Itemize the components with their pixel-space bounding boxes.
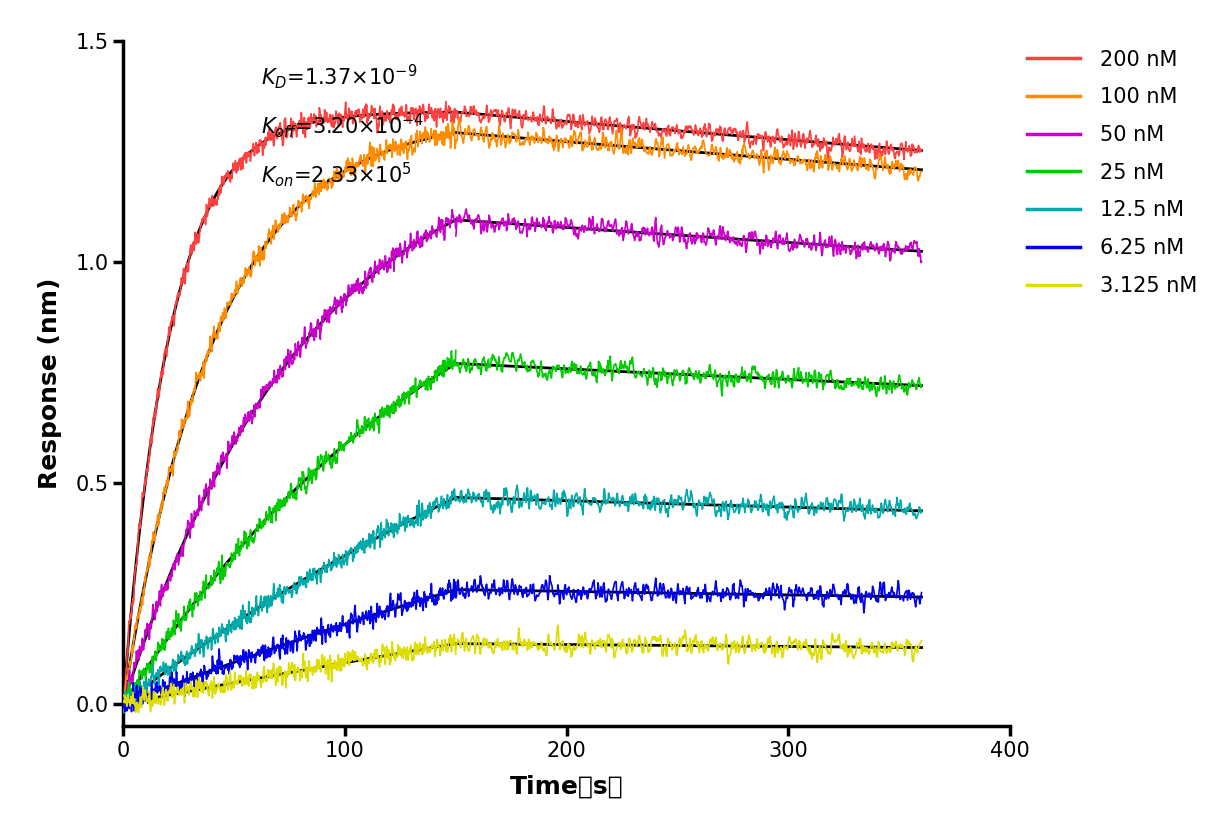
200 nM [439,97,453,106]
25 nM [116,706,131,716]
6.25 nM [382,610,397,620]
100 nM [344,170,359,180]
25 nM [344,431,359,441]
6.25 nM [262,652,277,662]
200 nM [376,107,391,117]
3.125 nM [116,696,131,706]
12.5 nM [382,529,397,539]
Text: $K_D$=1.37×10$^{-9}$
$K_{off}$=3.20×10$^{-4}$
$K_{on}$=2.33×10$^{5}$: $K_D$=1.37×10$^{-9}$ $K_{off}$=3.20×10$^… [261,62,424,189]
12.5 nM [262,599,277,609]
3.125 nM [382,647,397,657]
12.5 nM [117,708,132,718]
25 nM [381,401,395,411]
3.125 nM [345,652,360,662]
100 nM [376,147,391,157]
Line: 25 nM: 25 nM [123,351,456,711]
12.5 nM [447,484,462,494]
50 nM [448,224,463,233]
12.5 nM [345,544,360,554]
25 nM [150,651,165,661]
3.125 nM [376,644,391,654]
50 nM [445,205,460,214]
Line: 12.5 nM: 12.5 nM [123,489,456,713]
3.125 nM [448,649,463,659]
100 nM [381,143,395,153]
Legend: 200 nM, 100 nM, 50 nM, 25 nM, 12.5 nM, 6.25 nM, 3.125 nM: 200 nM, 100 nM, 50 nM, 25 nM, 12.5 nM, 6… [1019,41,1206,304]
50 nM [117,700,132,710]
100 nM [150,517,165,527]
50 nM [376,257,391,266]
Line: 6.25 nM: 6.25 nM [123,579,456,712]
50 nM [116,700,131,710]
100 nM [448,135,463,145]
50 nM [345,285,360,295]
50 nM [150,604,165,614]
6.25 nM [150,688,165,698]
25 nM [262,506,277,516]
50 nM [262,376,277,386]
6.25 nM [250,644,265,654]
6.25 nM [345,611,360,621]
200 nM [250,142,265,152]
12.5 nM [150,667,165,677]
200 nM [262,130,277,140]
6.25 nM [446,574,461,584]
50 nM [382,258,397,268]
6.25 nM [448,578,463,587]
6.25 nM [376,606,391,616]
Line: 50 nM: 50 nM [123,210,456,705]
200 nM [150,391,165,401]
12.5 nM [376,527,391,537]
Line: 3.125 nM: 3.125 nM [123,634,456,713]
12.5 nM [448,493,463,502]
6.25 nM [117,707,132,717]
100 nM [116,703,131,713]
3.125 nM [262,669,277,679]
100 nM [250,257,265,266]
200 nM [344,106,359,116]
100 nM [262,229,277,239]
Y-axis label: Response (nm): Response (nm) [38,278,62,489]
12.5 nM [116,701,131,711]
50 nM [250,401,265,411]
200 nM [116,702,131,712]
200 nM [448,112,463,122]
25 nM [448,346,463,356]
X-axis label: Time（s）: Time（s） [510,775,623,799]
3.125 nM [447,629,462,639]
25 nM [250,523,265,533]
6.25 nM [116,693,131,703]
Line: 100 nM: 100 nM [123,122,456,708]
12.5 nM [250,608,265,618]
Line: 200 nM: 200 nM [123,101,456,707]
100 nM [445,117,460,127]
3.125 nM [250,673,265,683]
25 nM [376,403,391,413]
200 nM [381,111,395,121]
3.125 nM [150,694,165,704]
3.125 nM [131,708,145,718]
